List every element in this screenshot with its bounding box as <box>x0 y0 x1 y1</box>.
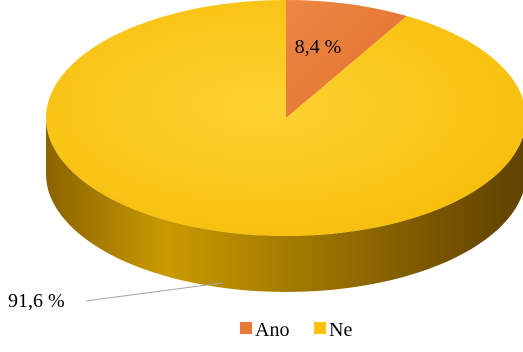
data-label-ano: 8,4 % <box>295 36 342 58</box>
pie-slice-ne <box>46 0 523 236</box>
data-label-leader-line-ne <box>85 282 223 302</box>
data-label-ne: 91,6 % <box>8 290 65 312</box>
pie-slices-side <box>46 118 523 292</box>
pie-side-wall <box>46 118 523 292</box>
pie-slices-top <box>46 0 523 236</box>
data-labels: 8,4 % 91,6 % <box>8 36 341 312</box>
legend-label-ne: Ne <box>329 319 352 341</box>
pie-slice-ano <box>286 0 407 118</box>
legend-label-ano: Ano <box>255 319 289 341</box>
legend: Ano Ne <box>240 319 352 341</box>
legend-swatch-ano <box>240 322 252 334</box>
legend-swatch-ne <box>314 322 326 334</box>
